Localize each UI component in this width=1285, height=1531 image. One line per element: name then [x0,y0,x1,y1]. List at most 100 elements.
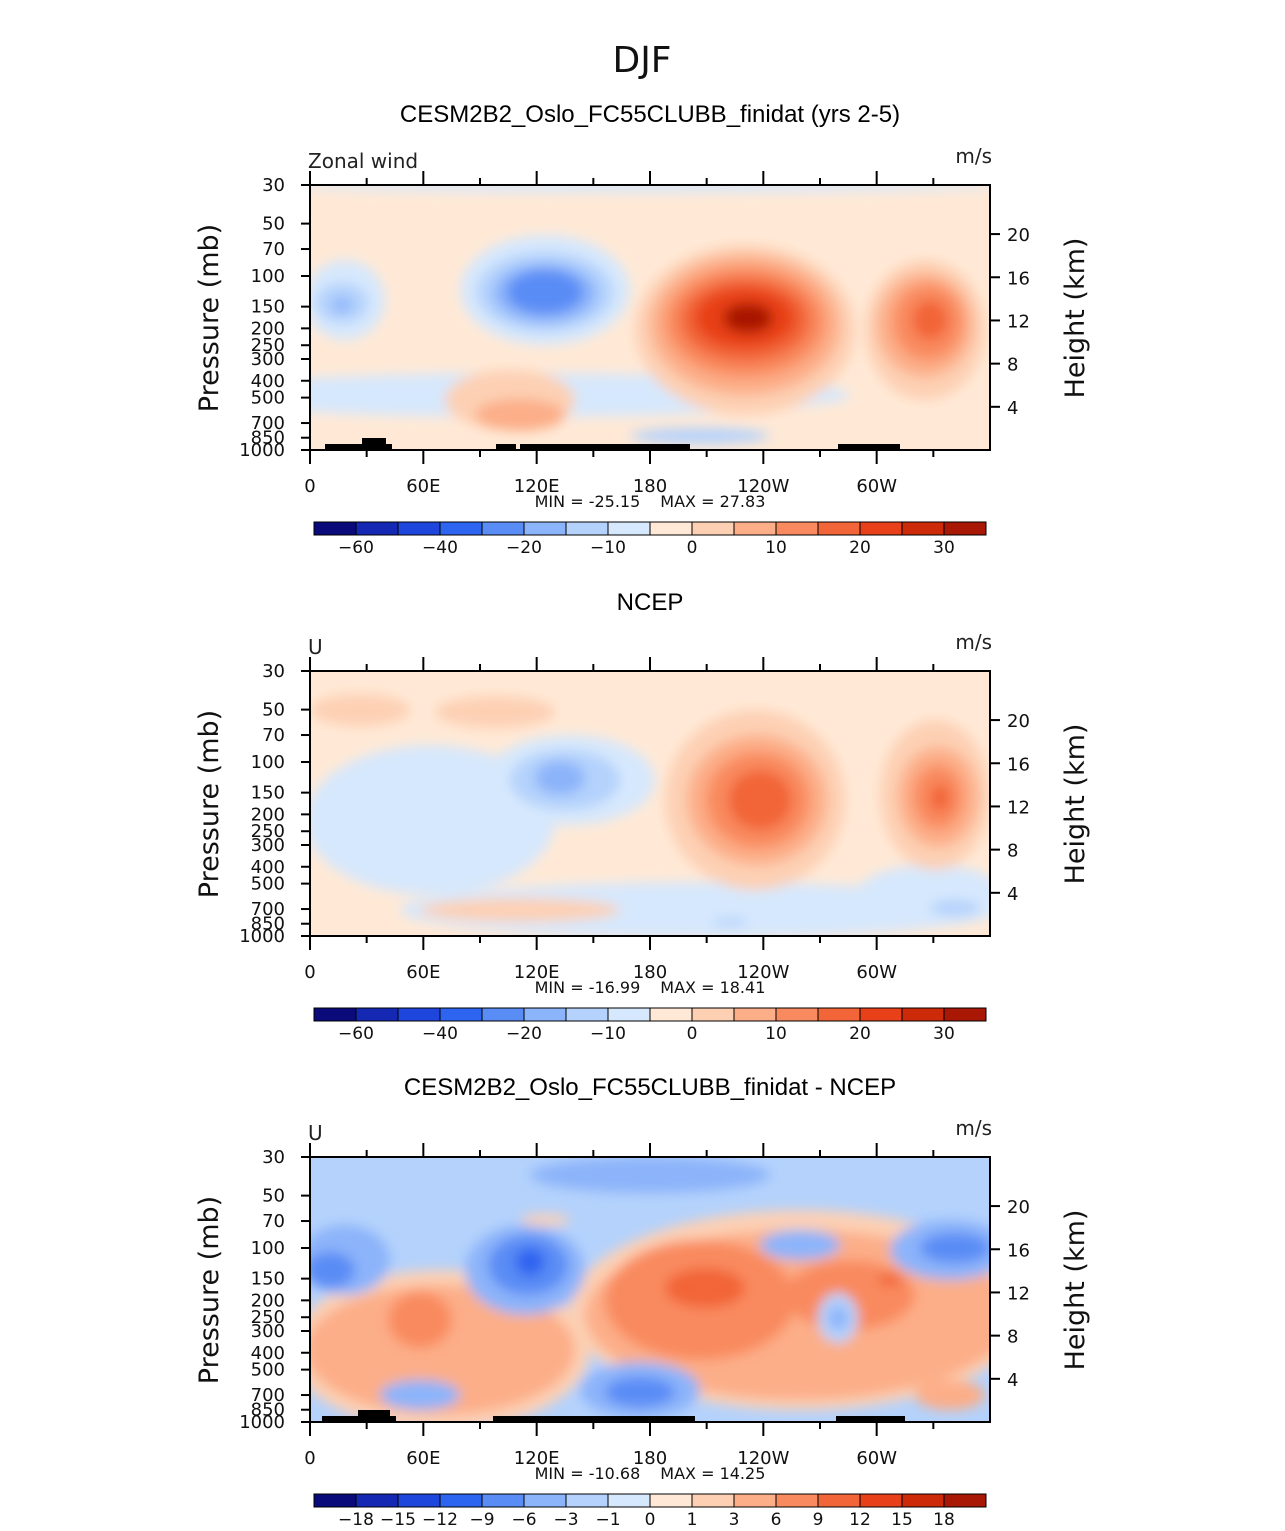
pressure-tick-label: 1000 [239,1412,285,1433]
colorbar-box [691,1493,735,1508]
pressure-tick-label: 850 [251,428,285,449]
pressure-tick-label: 700 [251,1385,285,1406]
pressure-tick-label: 200 [251,318,285,339]
colorbar-box [439,521,483,536]
height-tick-label: 20 [1007,711,1030,732]
pressure-tick-label: 1000 [239,926,285,947]
colorbar-box [313,521,357,536]
lon-tick-label: 0 [304,962,315,983]
colorbar-tick-label: 15 [891,1510,913,1530]
colorbar-box [607,1007,651,1022]
pressure-tick-label: 500 [251,388,285,409]
pressure-tick-label: 150 [251,297,285,318]
colorbar-tick-label: 3 [729,1510,740,1530]
colorbar-box [691,1007,735,1022]
colorbar-tick-label: −18 [338,1510,374,1530]
colorbar-tick-label: 20 [849,538,871,558]
colorbar-tick-label: −60 [338,538,374,558]
colorbar-box [313,1007,357,1022]
colorbar-box [523,1493,567,1508]
max-label: MAX = 27.83 [660,492,765,511]
topography [322,1410,905,1422]
colorbar-tick-label: −1 [595,1510,620,1530]
contour-blue [332,298,352,312]
pressure-tick-label: 100 [251,1238,285,1259]
colorbar-tick-label: 12 [849,1510,871,1530]
contour-red [723,303,773,333]
height-axis-label: Height (km) [1060,1210,1091,1371]
colorbar-box [649,1493,693,1508]
height-tick-label: 12 [1007,311,1030,332]
contour-blue [605,1377,675,1407]
pressure-tick-label: 200 [251,1290,285,1311]
colorbar-tick-label: 0 [687,538,698,558]
colorbar-box [817,1493,861,1508]
colorbar-box [355,1493,399,1508]
pressure-tick-label: 700 [251,413,285,434]
colorbar-tick-label: −10 [590,538,626,558]
lon-tick-label: 60W [856,476,897,497]
colorbar-tick-label: −10 [590,1024,626,1044]
colorbar-box [565,1493,609,1508]
pressure-tick-label: 100 [251,266,285,287]
min-label: MIN = -25.15 [535,492,641,511]
panel-difference: CESM2B2_Oslo_FC55CLUBB_finidat - NCEP U … [194,1074,1091,1530]
contour-red [420,898,620,922]
lon-tick-label: 60E [406,476,440,497]
contour-blue [920,1233,990,1263]
colorbar-tick-label: −6 [511,1510,536,1530]
height-tick-label: 16 [1007,268,1030,289]
colorbar-tick-label: −60 [338,1024,374,1044]
colorbar-box [313,1493,357,1508]
contour-blue [530,1157,770,1193]
pressure-tick-label: 70 [262,725,285,746]
pressure-tick-label: 400 [251,1343,285,1364]
contour-blue-band [400,882,990,936]
lon-tick-label: 60W [856,1448,897,1469]
height-tick-label: 8 [1007,841,1018,862]
contour-blue [930,900,980,916]
colorbar-box [397,1493,441,1508]
min-max-label: MIN = -10.68 MAX = 14.25 [535,1464,766,1483]
units-label: m/s [955,144,992,168]
colorbar-box [733,1007,777,1022]
pressure-tick-label: 30 [262,661,285,682]
colorbar-tick-label: −15 [380,1510,416,1530]
colorbar-box [817,1007,861,1022]
lon-tick-label: 120W [737,962,789,983]
colorbar-box [607,1493,651,1508]
colorbar-tick-label: −12 [422,1510,458,1530]
lon-tick-label: 180 [633,962,667,983]
contour-red [520,1214,570,1226]
panel-title: NCEP [617,589,684,616]
colorbar-box [775,1493,819,1508]
contour-blue [712,918,748,926]
pressure-tick-label: 50 [262,1186,285,1207]
left-string: U [308,1121,323,1145]
supertitle: DJF [612,40,671,81]
colorbar-box [943,1493,987,1508]
pressure-tick-label: 400 [251,371,285,392]
colorbar-box [523,521,567,536]
left-string: Zonal wind [308,149,418,173]
contour-red [878,1274,902,1286]
contour-blue [828,1306,848,1330]
colorbar-box [859,1007,903,1022]
min-max-label: MIN = -16.99 MAX = 18.41 [535,978,766,997]
pressure-tick-label: 300 [251,349,285,370]
pressure-tick-label: 300 [251,835,285,856]
colorbar-tick-label: 20 [849,1024,871,1044]
contour-red [912,300,948,340]
max-label: MAX = 14.25 [660,1464,765,1483]
pressure-tick-label: 30 [262,175,285,196]
min-label: MIN = -16.99 [535,978,641,997]
colorbar-box [733,1493,777,1508]
panel-title: CESM2B2_Oslo_FC55CLUBB_finidat (yrs 2-5) [400,101,900,128]
min-max-label: MIN = -25.15 MAX = 27.83 [535,492,766,511]
colorbar-box [565,521,609,536]
contour-blue [310,1252,355,1288]
colorbar-tick-label: 1 [687,1510,698,1530]
pressure-tick-label: 250 [251,1307,285,1328]
